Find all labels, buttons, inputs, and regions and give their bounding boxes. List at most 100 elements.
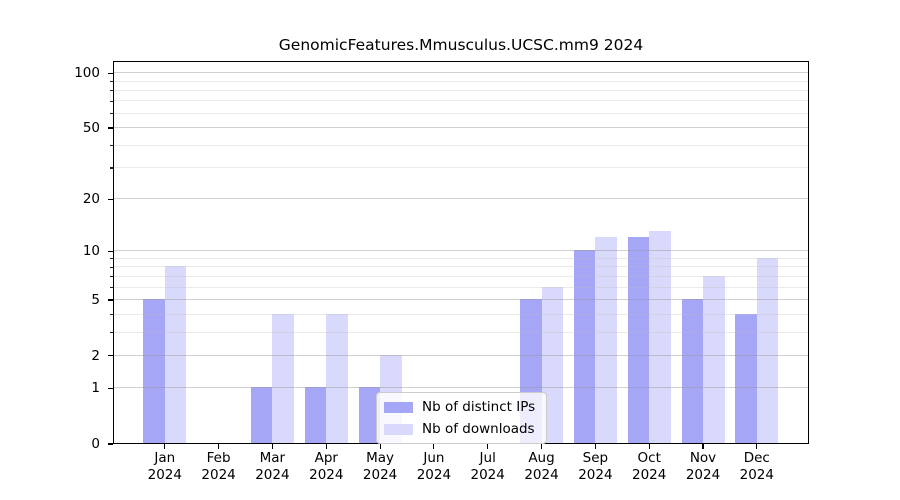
x-tick-mark-dec: [756, 444, 758, 449]
bar-distinct-ips-mar: [250, 387, 273, 443]
gridline-minor-30: [114, 167, 808, 168]
bar-distinct-ips-dec: [735, 313, 757, 443]
x-tick-month: Jul: [479, 450, 496, 466]
y-tick-label-5: 5: [91, 292, 100, 308]
gridline-minor-60: [114, 112, 808, 114]
x-tick-label-mar: Mar 2024: [236, 450, 308, 484]
x-tick-mark-may: [379, 444, 381, 449]
legend-swatch-downloads: [384, 423, 413, 435]
y-tick-mark-100: [108, 72, 113, 74]
x-tick-label-feb: Feb 2024: [183, 450, 255, 484]
bar-distinct-ips-oct: [627, 236, 650, 443]
x-tick-year: 2024: [739, 467, 774, 483]
x-tick-year: 2024: [416, 467, 452, 483]
x-tick-year: 2024: [578, 467, 613, 483]
x-tick-month: Jan: [154, 450, 176, 466]
x-tick-year: 2024: [685, 467, 721, 483]
y-tick-mark-minor-4: [110, 314, 113, 316]
bar-downloads-oct: [649, 230, 671, 443]
gridline-minor-4: [114, 313, 808, 315]
x-tick-mark-jan: [164, 444, 166, 449]
bar-downloads-apr: [326, 313, 348, 443]
gridline-major-100: [114, 72, 808, 74]
x-tick-year: 2024: [470, 467, 505, 483]
x-tick-month: Feb: [206, 450, 231, 466]
y-tick-label-0: 0: [91, 436, 100, 452]
x-tick-label-dec: Dec 2024: [721, 450, 793, 484]
gridline-minor-90: [114, 80, 808, 82]
y-tick-mark-minor-3: [110, 332, 113, 334]
gridline-major-1: [114, 387, 808, 389]
legend-swatch-distinct-ips: [384, 401, 413, 413]
x-tick-label-jul: Jul 2024: [452, 450, 524, 484]
x-tick-label-aug: Aug 2024: [506, 450, 578, 484]
x-tick-mark-nov: [702, 444, 704, 449]
gridline-minor-6: [114, 286, 808, 288]
y-tick-mark-minor-7: [110, 276, 113, 278]
legend-label-downloads: Nb of downloads: [422, 421, 535, 437]
x-tick-month: Aug: [528, 450, 555, 466]
y-tick-mark-2: [108, 355, 113, 357]
x-tick-mark-jul: [487, 444, 489, 449]
bar-distinct-ips-apr: [304, 387, 327, 443]
y-tick-mark-minor-9: [110, 258, 113, 260]
y-tick-mark-10: [108, 250, 113, 252]
y-tick-mark-5: [108, 299, 113, 301]
gridline-major-20: [114, 198, 808, 200]
x-tick-mark-apr: [325, 444, 327, 449]
gridline-minor-80: [114, 89, 808, 91]
x-tick-mark-oct: [648, 444, 650, 449]
y-tick-label-2: 2: [91, 347, 100, 364]
y-tick-mark-minor-6: [110, 287, 113, 289]
x-tick-year: 2024: [309, 467, 344, 483]
x-tick-month: Mar: [259, 450, 286, 466]
x-tick-label-oct: Oct 2024: [613, 450, 685, 484]
chart-title: GenomicFeatures.Mmusculus.UCSC.mm9 2024: [278, 36, 644, 54]
x-tick-month: Sep: [582, 450, 609, 466]
gridline-minor-3: [114, 331, 808, 333]
x-tick-mark-aug: [540, 444, 543, 449]
y-tick-label-1: 1: [91, 380, 100, 397]
x-tick-label-jun: Jun 2024: [398, 450, 470, 484]
gridline-minor-7: [114, 275, 808, 277]
y-tick-mark-minor-80: [110, 90, 113, 92]
gridline-major-10: [114, 250, 808, 252]
y-tick-mark-0: [108, 443, 113, 445]
gridline-minor-9: [114, 257, 808, 259]
y-tick-mark-minor-70: [110, 100, 113, 102]
legend: Nb of distinct IPs Nb of downloads: [376, 392, 548, 444]
y-tick-label-50: 50: [82, 120, 100, 136]
gridline-major-50: [114, 127, 808, 128]
y-tick-mark-minor-90: [110, 80, 113, 83]
x-tick-label-sep: Sep 2024: [559, 450, 631, 484]
bar-downloads-sep: [595, 236, 617, 443]
bar-distinct-ips-nov: [681, 299, 703, 443]
x-tick-month: May: [366, 450, 395, 466]
legend-row-distinct-ips: Nb of distinct IPs: [384, 399, 535, 415]
x-tick-month: Dec: [743, 450, 770, 466]
x-tick-month: Nov: [689, 450, 717, 466]
gridline-minor-8: [114, 266, 808, 268]
legend-row-downloads: Nb of downloads: [384, 421, 535, 437]
y-tick-mark-minor-40: [110, 144, 113, 147]
x-tick-mark-feb: [218, 444, 220, 449]
x-tick-mark-jun: [433, 444, 435, 449]
gridline-major-2: [114, 354, 808, 356]
plot-area: [113, 61, 809, 444]
x-tick-mark-sep: [594, 444, 596, 449]
legend-label-distinct-ips: Nb of distinct IPs: [422, 399, 536, 415]
x-tick-label-nov: Nov 2024: [667, 450, 739, 484]
y-tick-label-20: 20: [82, 191, 100, 208]
y-tick-mark-minor-8: [110, 266, 113, 268]
bar-downloads-jan: [164, 266, 187, 443]
x-tick-month: Oct: [637, 450, 661, 466]
bar-downloads-nov: [703, 275, 725, 443]
y-tick-mark-20: [108, 198, 113, 200]
x-tick-label-apr: Apr 2024: [290, 450, 362, 484]
x-tick-mark-mar: [271, 444, 273, 449]
y-tick-label-100: 100: [74, 65, 100, 82]
x-tick-year: 2024: [362, 467, 398, 483]
bar-downloads-dec: [756, 257, 779, 443]
x-tick-year: 2024: [201, 467, 236, 483]
